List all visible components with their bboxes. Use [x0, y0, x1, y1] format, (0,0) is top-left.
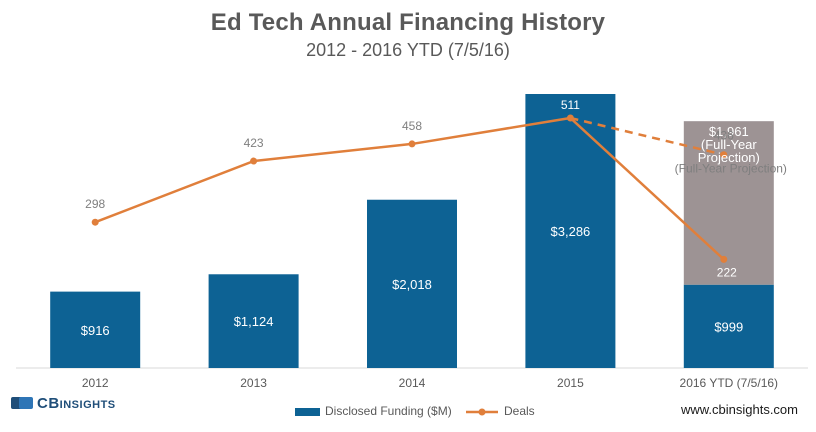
- deals-label: 222: [717, 265, 737, 279]
- funding-bar: [50, 291, 141, 368]
- x-tick-label: 2015: [557, 376, 584, 390]
- deals-label: 458: [402, 119, 422, 133]
- funding-bar-label: $3,286: [551, 224, 591, 239]
- deals-projection-annotation: (Full-Year Projection): [675, 162, 787, 176]
- cb-insights-logo-icon: [11, 397, 33, 409]
- bar-layer: [50, 94, 774, 368]
- website-url: www.cbinsights.com: [680, 402, 798, 417]
- legend-funding-swatch: [295, 408, 320, 416]
- deals-label: 423: [244, 136, 264, 150]
- funding-bar: [208, 274, 299, 368]
- deals-projection-label: 436: [714, 129, 734, 143]
- legend-deals-swatch: [466, 408, 498, 416]
- logo-insights-text: INSIGHTS: [59, 398, 116, 411]
- chart-title: Ed Tech Annual Financing History: [210, 9, 606, 36]
- funding-bar: [683, 284, 774, 368]
- deals-projection-line: [570, 116, 725, 156]
- x-tick-label: 2014: [399, 376, 426, 390]
- deals-point: [250, 157, 258, 165]
- projection-bar-label: $1,961: [709, 124, 749, 139]
- funding-bar-label: $2,018: [392, 277, 432, 292]
- x-tick-label: 2012: [82, 376, 109, 390]
- legend-deals-label: Deals: [504, 404, 535, 418]
- tick-layer: 2012 2013 2014 2015 2016 YTD (7/5/16): [82, 376, 778, 390]
- line-layer: [91, 114, 728, 263]
- deals-point: [408, 140, 416, 148]
- x-tick-label: 2016 YTD (7/5/16): [680, 376, 779, 390]
- deals-label: 511: [561, 98, 580, 112]
- deals-label: 298: [85, 197, 105, 211]
- legend-funding-label: Disclosed Funding ($M): [325, 404, 452, 418]
- funding-bar-label: $1,124: [234, 314, 274, 329]
- projection-bar-label: Projection): [698, 150, 760, 165]
- label-layer: $916$1,124$2,018$3,286$999$1,961(Full-Ye…: [81, 98, 787, 338]
- deals-point: [91, 218, 99, 226]
- funding-bar-label: $999: [714, 319, 743, 334]
- chart-subtitle: 2012 - 2016 YTD (7/5/16): [306, 40, 510, 60]
- funding-bar-label: $916: [81, 323, 110, 338]
- funding-bar: [367, 199, 457, 368]
- x-tick-label: 2013: [240, 376, 267, 390]
- deals-projection-point: [720, 151, 728, 159]
- projection-bar-label: (Full-Year: [701, 137, 758, 152]
- deals-point: [720, 255, 728, 263]
- logo-cb-text: CB: [37, 394, 60, 412]
- cb-insights-logo: CBINSIGHTS: [10, 394, 116, 412]
- funding-bar: [525, 94, 616, 368]
